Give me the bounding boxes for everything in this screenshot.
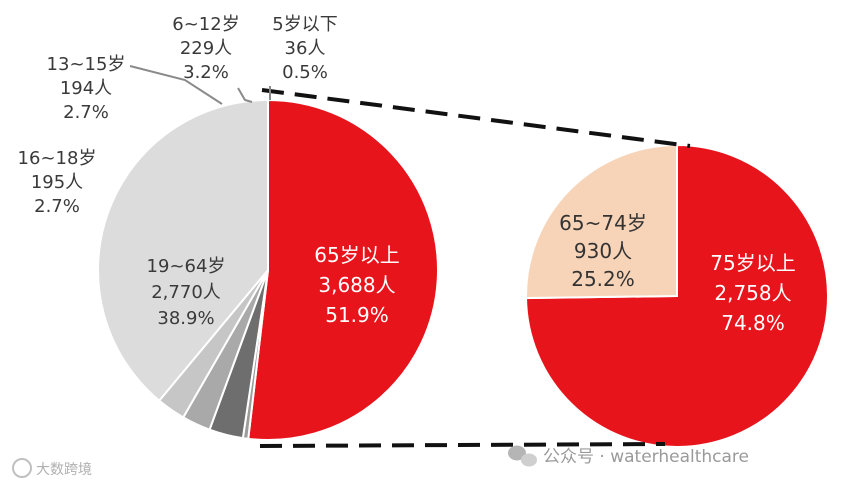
label-65-plus-category: 65岁以上 bbox=[314, 243, 399, 267]
connector-line-top bbox=[261, 88, 691, 148]
label-16-18: 16~18岁 195人 2.7% bbox=[18, 148, 97, 217]
watermarks: 大数跨境 公众号 · waterhealthcare bbox=[12, 445, 749, 478]
slice-labels: 65岁以上 3,688人 51.9% 19~64岁 2,770人 38.9% 1… bbox=[18, 14, 796, 335]
label-65-74-category: 65~74岁 bbox=[559, 211, 647, 235]
label-13-15-percent: 2.7% bbox=[63, 102, 109, 123]
label-16-18-category: 16~18岁 bbox=[18, 148, 97, 169]
main-pie-slice-19-64 bbox=[97, 98, 269, 403]
main-pie-slice-65-plus bbox=[247, 98, 439, 441]
label-75-plus: 75岁以上 2,758人 74.8% bbox=[710, 251, 795, 335]
label-leader-lines bbox=[129, 65, 271, 105]
detail-pie-slice-65-74 bbox=[525, 143, 678, 300]
main-pie bbox=[97, 98, 439, 441]
label-6-12: 6~12岁 229人 3.2% bbox=[172, 14, 239, 83]
label-under-5: 5岁以下 36人 0.5% bbox=[272, 14, 337, 83]
label-75-plus-category: 75岁以上 bbox=[710, 251, 795, 275]
label-75-plus-percent: 74.8% bbox=[721, 311, 785, 335]
zoom-connectors bbox=[259, 88, 691, 448]
watermark-left: 大数跨境 bbox=[12, 458, 92, 478]
label-19-64-count: 2,770人 bbox=[151, 282, 221, 303]
label-6-12-category: 6~12岁 bbox=[172, 14, 239, 35]
label-under-5-category: 5岁以下 bbox=[272, 14, 337, 35]
label-75-plus-count: 2,758人 bbox=[714, 281, 791, 305]
label-under-5-count: 36人 bbox=[285, 38, 326, 59]
label-65-74: 65~74岁 930人 25.2% bbox=[559, 211, 647, 291]
leader-line-13-15 bbox=[129, 65, 223, 105]
detail-pie-slice-75-plus bbox=[524, 143, 829, 448]
label-65-plus-percent: 51.9% bbox=[325, 303, 389, 327]
label-6-12-percent: 3.2% bbox=[183, 62, 229, 83]
label-13-15-count: 194人 bbox=[60, 78, 112, 99]
watermark-left-logo-icon bbox=[12, 458, 32, 478]
wechat-icon bbox=[508, 445, 537, 467]
label-19-64-category: 19~64岁 bbox=[147, 256, 226, 277]
label-16-18-count: 195人 bbox=[31, 172, 83, 193]
label-19-64: 19~64岁 2,770人 38.9% bbox=[147, 256, 226, 329]
label-65-74-percent: 25.2% bbox=[571, 267, 635, 291]
label-65-plus-count: 3,688人 bbox=[318, 273, 395, 297]
label-65-plus: 65岁以上 3,688人 51.9% bbox=[314, 243, 399, 327]
label-16-18-percent: 2.7% bbox=[34, 196, 80, 217]
label-65-74-count: 930人 bbox=[574, 239, 632, 263]
connector-line-bottom bbox=[259, 442, 666, 448]
watermark-right-text: 公众号 · waterhealthcare bbox=[543, 447, 749, 467]
detail-pie bbox=[524, 143, 829, 448]
label-6-12-count: 229人 bbox=[180, 38, 232, 59]
label-19-64-percent: 38.9% bbox=[157, 308, 214, 329]
leader-line-6-12 bbox=[237, 87, 253, 103]
label-under-5-percent: 0.5% bbox=[282, 62, 328, 83]
watermark-right: 公众号 · waterhealthcare bbox=[508, 445, 749, 467]
watermark-left-text: 大数跨境 bbox=[36, 462, 92, 478]
label-13-15: 13~15岁 194人 2.7% bbox=[47, 54, 126, 123]
label-13-15-category: 13~15岁 bbox=[47, 54, 126, 75]
